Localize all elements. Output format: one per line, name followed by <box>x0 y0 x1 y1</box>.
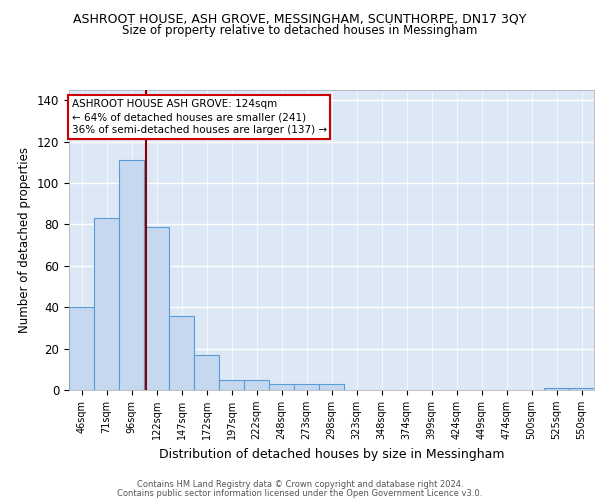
Bar <box>69 307 94 390</box>
Bar <box>319 384 344 390</box>
Bar <box>294 384 319 390</box>
Bar <box>269 384 294 390</box>
Bar <box>244 380 269 390</box>
Bar <box>194 355 219 390</box>
Bar <box>94 218 119 390</box>
Text: Size of property relative to detached houses in Messingham: Size of property relative to detached ho… <box>122 24 478 37</box>
Bar <box>169 316 194 390</box>
Bar <box>219 380 244 390</box>
Y-axis label: Number of detached properties: Number of detached properties <box>19 147 31 333</box>
Bar <box>544 388 569 390</box>
Bar <box>144 226 169 390</box>
X-axis label: Distribution of detached houses by size in Messingham: Distribution of detached houses by size … <box>159 448 504 460</box>
Text: Contains public sector information licensed under the Open Government Licence v3: Contains public sector information licen… <box>118 489 482 498</box>
Text: ASHROOT HOUSE, ASH GROVE, MESSINGHAM, SCUNTHORPE, DN17 3QY: ASHROOT HOUSE, ASH GROVE, MESSINGHAM, SC… <box>73 12 527 26</box>
Bar <box>569 388 594 390</box>
Text: ASHROOT HOUSE ASH GROVE: 124sqm
← 64% of detached houses are smaller (241)
36% o: ASHROOT HOUSE ASH GROVE: 124sqm ← 64% of… <box>71 99 327 136</box>
Text: Contains HM Land Registry data © Crown copyright and database right 2024.: Contains HM Land Registry data © Crown c… <box>137 480 463 489</box>
Bar <box>119 160 144 390</box>
